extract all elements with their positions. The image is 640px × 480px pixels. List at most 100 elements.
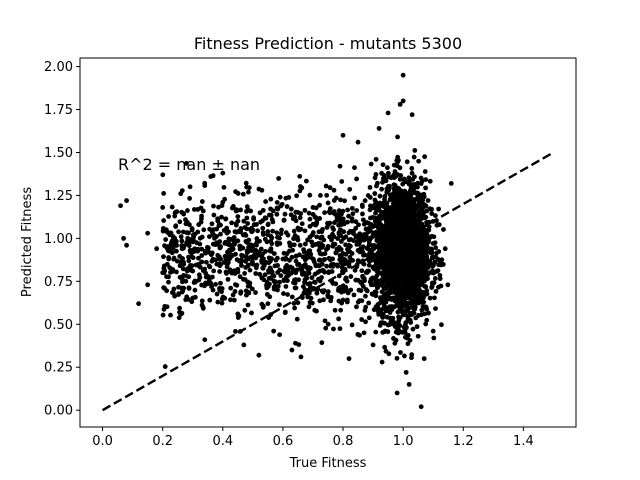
- data-point: [379, 226, 385, 232]
- data-point: [260, 265, 266, 271]
- data-point: [404, 159, 410, 165]
- data-point: [191, 207, 197, 212]
- data-point: [189, 226, 195, 231]
- data-point: [266, 275, 272, 281]
- data-point: [408, 320, 414, 325]
- data-point: [394, 282, 400, 288]
- data-point: [241, 218, 247, 224]
- data-point: [221, 184, 227, 190]
- data-point: [295, 237, 301, 243]
- data-point: [277, 194, 283, 200]
- data-point: [325, 243, 331, 249]
- data-point: [430, 328, 436, 334]
- y-axis-label: Predicted Fitness: [20, 187, 35, 297]
- data-point: [246, 185, 252, 191]
- data-point: [332, 220, 337, 226]
- data-point: [419, 216, 425, 222]
- data-point: [237, 274, 243, 280]
- data-point: [359, 317, 365, 322]
- data-point: [145, 282, 151, 288]
- data-point: [283, 309, 288, 315]
- data-point: [339, 286, 345, 292]
- data-point: [412, 302, 418, 308]
- data-point: [400, 98, 406, 104]
- data-point: [207, 297, 213, 303]
- data-point: [423, 231, 429, 237]
- plot-area-frame: [79, 57, 577, 428]
- data-point: [399, 258, 405, 264]
- data-point: [395, 302, 401, 307]
- data-point: [169, 250, 175, 256]
- data-point: [238, 289, 244, 295]
- data-point: [433, 306, 438, 311]
- data-point: [363, 287, 369, 292]
- data-point: [249, 260, 255, 266]
- data-point: [423, 203, 429, 209]
- data-point: [423, 321, 429, 327]
- data-point: [411, 252, 417, 257]
- data-point: [415, 219, 420, 225]
- data-point: [323, 183, 329, 189]
- data-point: [408, 271, 414, 277]
- data-point: [406, 226, 412, 232]
- data-point: [164, 261, 170, 267]
- chart-title: Fitness Prediction - mutants 5300: [194, 34, 462, 53]
- data-point: [354, 304, 359, 310]
- r-squared-annotation: R^2 = nan ± nan: [118, 155, 260, 174]
- data-point: [322, 210, 328, 216]
- data-point: [360, 204, 365, 209]
- data-point: [298, 354, 304, 360]
- data-point: [377, 295, 383, 301]
- data-point: [171, 255, 177, 261]
- data-point: [281, 277, 287, 283]
- data-point: [389, 297, 395, 302]
- data-point: [405, 246, 410, 251]
- data-point: [430, 263, 436, 269]
- data-point: [316, 248, 322, 253]
- data-point: [297, 173, 303, 179]
- data-point: [400, 225, 406, 231]
- data-point: [422, 154, 428, 160]
- data-point: [214, 291, 220, 297]
- data-point: [436, 222, 442, 228]
- data-point: [259, 275, 265, 281]
- data-point: [161, 285, 167, 291]
- data-point: [214, 226, 220, 232]
- data-point: [250, 255, 256, 261]
- data-point: [337, 221, 343, 226]
- data-point: [223, 269, 229, 275]
- data-point: [395, 234, 401, 239]
- data-point: [199, 234, 205, 240]
- data-point: [432, 295, 437, 301]
- data-point: [337, 257, 343, 262]
- data-point: [192, 278, 198, 284]
- data-point: [375, 269, 381, 275]
- y-tick-label: 0.50: [44, 318, 73, 333]
- data-point: [402, 334, 408, 340]
- data-point: [408, 286, 414, 291]
- data-point: [339, 211, 344, 217]
- data-point: [434, 250, 440, 256]
- data-point: [413, 214, 419, 220]
- data-point: [347, 254, 353, 260]
- data-point: [180, 266, 186, 272]
- data-point: [321, 297, 326, 303]
- data-point: [283, 284, 289, 289]
- data-point: [275, 287, 280, 293]
- data-point: [207, 234, 212, 239]
- data-point: [385, 170, 391, 176]
- data-point: [292, 305, 298, 311]
- data-point: [166, 279, 171, 285]
- data-point: [273, 279, 278, 285]
- data-point: [217, 269, 223, 274]
- data-point: [409, 112, 415, 118]
- data-point: [373, 156, 379, 162]
- data-point: [422, 250, 428, 255]
- data-point: [233, 329, 238, 334]
- data-point: [225, 276, 231, 282]
- data-point: [338, 247, 344, 252]
- data-points: [118, 72, 454, 410]
- data-point: [426, 310, 431, 316]
- data-point: [411, 310, 417, 316]
- data-point: [376, 219, 382, 225]
